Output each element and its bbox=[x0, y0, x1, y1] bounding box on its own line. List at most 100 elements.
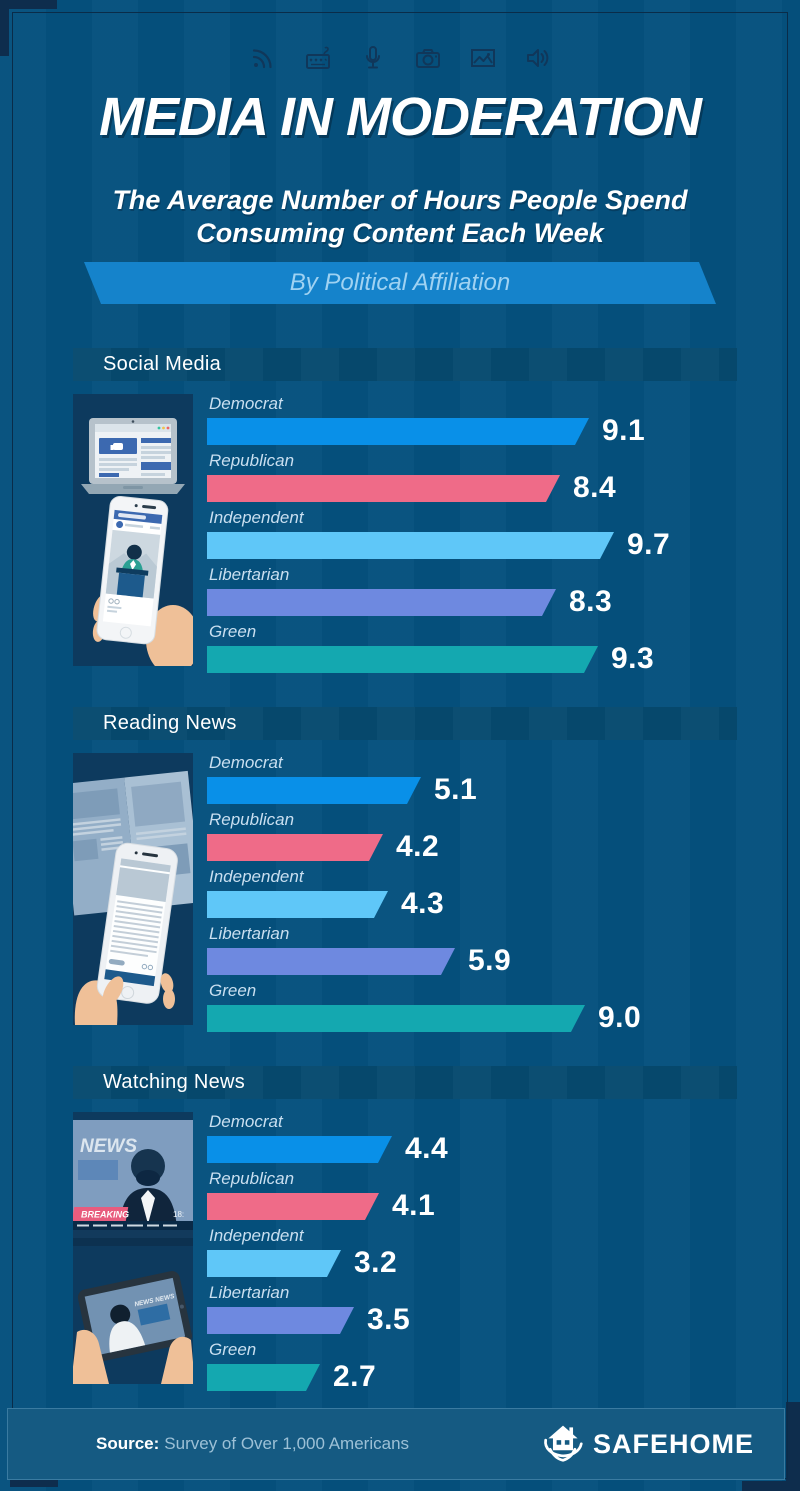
bar-row: Democrat 4.4 bbox=[207, 1111, 800, 1165]
corner-accent-bottom-right bbox=[786, 1402, 800, 1491]
chart-section: Reading News bbox=[73, 706, 800, 1038]
watching-news-illustration: NEWS BREAKING 18: NEWS NEWS bbox=[73, 1111, 193, 1384]
reading-news-illustration bbox=[73, 752, 193, 1025]
page-title: MEDIA IN MODERATION bbox=[99, 87, 702, 147]
bar-row: Republican 4.2 bbox=[207, 809, 800, 864]
bar bbox=[207, 1307, 354, 1334]
bar-value: 5.1 bbox=[434, 773, 478, 807]
image-icon bbox=[469, 44, 497, 72]
bar-row: Libertarian 5.9 bbox=[207, 923, 800, 978]
section-illustration bbox=[73, 752, 193, 1025]
section-header: Reading News bbox=[73, 706, 737, 740]
page-subtitle: The Average Number of Hours People Spend… bbox=[0, 184, 800, 249]
bar-value: 3.2 bbox=[354, 1246, 398, 1280]
bar-row: Green 9.0 bbox=[207, 980, 800, 1035]
bar-label: Libertarian bbox=[209, 923, 290, 943]
bar bbox=[207, 532, 614, 559]
source-note: Source: Survey of Over 1,000 Americans bbox=[96, 1434, 409, 1454]
bar bbox=[207, 948, 455, 975]
bar bbox=[207, 646, 598, 673]
bar-label: Green bbox=[209, 980, 257, 1000]
section-rows: Democrat 9.1 Republican 8.4 Independent … bbox=[207, 394, 800, 679]
bar-value: 4.3 bbox=[401, 887, 445, 921]
bar bbox=[207, 777, 421, 804]
bar-label: Green bbox=[209, 621, 257, 641]
source-label: Source: bbox=[96, 1434, 160, 1453]
bar-row: Green 9.3 bbox=[207, 621, 800, 676]
bar bbox=[207, 1005, 585, 1032]
corner-accent-top-left bbox=[0, 0, 9, 56]
svg-text:NEWS: NEWS bbox=[80, 1136, 137, 1157]
bar-value: 3.5 bbox=[367, 1303, 411, 1337]
subtitle-line-1: The Average Number of Hours People Spend bbox=[112, 185, 688, 216]
bar-row: Green 2.7 bbox=[207, 1339, 800, 1393]
bar-value: 9.0 bbox=[598, 1001, 642, 1035]
section-title: Social Media bbox=[103, 352, 222, 375]
bar-label: Libertarian bbox=[209, 1282, 290, 1302]
bar-label: Democrat bbox=[209, 752, 283, 772]
source-text: Survey of Over 1,000 Americans bbox=[164, 1434, 410, 1453]
section-header: Social Media bbox=[73, 347, 737, 381]
safehome-house-icon bbox=[542, 1421, 584, 1468]
bar-row: Republican 4.1 bbox=[207, 1168, 800, 1223]
rss-icon bbox=[249, 44, 277, 72]
bar-row: Democrat 5.1 bbox=[207, 752, 800, 807]
svg-text:BREAKING: BREAKING bbox=[81, 1209, 129, 1219]
bar-label: Republican bbox=[209, 809, 295, 829]
bar bbox=[207, 589, 556, 616]
bar-row: Libertarian 3.5 bbox=[207, 1282, 800, 1337]
bar-value: 5.9 bbox=[468, 944, 512, 978]
section-title: Watching News bbox=[103, 1070, 246, 1093]
bar-row: Independent 9.7 bbox=[207, 507, 800, 562]
bar bbox=[207, 1250, 341, 1277]
camera-icon bbox=[414, 44, 442, 72]
section-title: Reading News bbox=[103, 711, 237, 734]
chart-section: Social Media bbox=[73, 347, 800, 679]
bar-row: Libertarian 8.3 bbox=[207, 564, 800, 619]
bar-row: Independent 3.2 bbox=[207, 1225, 800, 1280]
bar bbox=[207, 1364, 320, 1391]
bar-value: 8.4 bbox=[573, 471, 617, 505]
affiliation-banner-label: By Political Affiliation bbox=[289, 268, 511, 296]
bar-row: Republican 8.4 bbox=[207, 450, 800, 505]
bar-label: Independent bbox=[209, 1225, 304, 1245]
bar-label: Independent bbox=[209, 866, 304, 886]
bar-label: Democrat bbox=[209, 393, 283, 413]
svg-text:18:: 18: bbox=[173, 1210, 184, 1219]
bar-label: Green bbox=[209, 1339, 257, 1359]
corner-accent-bottom-left bbox=[10, 1479, 58, 1487]
bar-label: Republican bbox=[209, 450, 295, 470]
corner-accent-top-left bbox=[0, 0, 57, 9]
section-rows: Democrat 5.1 Republican 4.2 Independent … bbox=[207, 753, 800, 1038]
bar-row: Independent 4.3 bbox=[207, 866, 800, 921]
bar-value: 4.1 bbox=[392, 1189, 436, 1223]
bar bbox=[207, 475, 560, 502]
bar-label: Independent bbox=[209, 507, 304, 527]
bar-value: 4.2 bbox=[396, 830, 440, 864]
microphone-icon bbox=[359, 44, 387, 72]
bar bbox=[207, 1136, 392, 1163]
section-header: Watching News bbox=[73, 1065, 737, 1099]
media-icons-row bbox=[0, 0, 800, 72]
section-rows: Democrat 4.4 Republican 4.1 Independent … bbox=[207, 1112, 800, 1397]
bar bbox=[207, 418, 589, 445]
bar-row: Democrat 9.1 bbox=[207, 393, 800, 447]
footer: Source: Survey of Over 1,000 Americans SA… bbox=[7, 1408, 785, 1480]
bar-value: 9.7 bbox=[627, 528, 671, 562]
bar bbox=[207, 1193, 379, 1220]
bar-value: 9.3 bbox=[611, 642, 655, 676]
bar-label: Republican bbox=[209, 1168, 295, 1188]
subtitle-line-2: Consuming Content Each Week bbox=[196, 217, 604, 248]
safehome-logo: SAFEHOME bbox=[542, 1421, 754, 1468]
section-illustration: NEWS BREAKING 18: NEWS NEWS bbox=[73, 1111, 193, 1384]
bar-label: Libertarian bbox=[209, 564, 290, 584]
speaker-icon bbox=[524, 44, 552, 72]
bar-value: 8.3 bbox=[569, 585, 613, 619]
affiliation-banner: By Political Affiliation bbox=[84, 262, 716, 304]
bar-label: Democrat bbox=[209, 1111, 283, 1131]
brand-name: SAFEHOME bbox=[592, 1428, 754, 1459]
bar bbox=[207, 891, 388, 918]
sections: Social Media bbox=[0, 347, 800, 1397]
bar bbox=[207, 834, 383, 861]
